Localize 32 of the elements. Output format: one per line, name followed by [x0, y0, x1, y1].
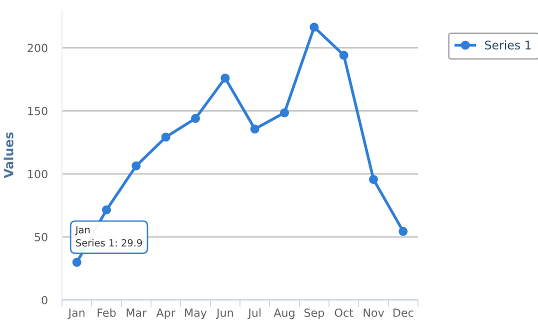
legend-label: Series 1 — [485, 40, 531, 50]
point — [190, 114, 200, 123]
point — [398, 226, 408, 236]
y-tick-label: 50 — [34, 232, 48, 242]
y-tick-label: 150 — [28, 106, 48, 116]
x-tick-label: May — [185, 308, 207, 320]
point — [220, 74, 230, 83]
y-axis-title: Values — [4, 132, 14, 178]
point — [161, 132, 170, 142]
x-tick-label: Nov — [364, 308, 384, 317]
x-tick-label: Dec — [394, 308, 414, 317]
x-tick-label: Oct — [334, 308, 354, 317]
x-tick-label: Jun — [216, 308, 233, 319]
point — [72, 258, 82, 267]
point — [280, 108, 290, 118]
point — [102, 205, 112, 214]
point — [132, 161, 141, 170]
x-tick-label: Jul — [248, 308, 260, 319]
point — [339, 50, 348, 60]
x-tick-label: Aug — [274, 308, 294, 320]
point — [250, 124, 260, 134]
y-tick-label: 200 — [28, 44, 48, 52]
y-tick-label: 100 — [28, 170, 48, 178]
x-tick-label: Apr — [156, 308, 176, 320]
annotation: Jan Series 1: 29.9 — [74, 226, 142, 247]
x-tick-label: Sep — [304, 308, 324, 320]
point — [368, 174, 378, 184]
x-tick-label: Jan — [68, 308, 84, 319]
x-tick-label: Mar — [126, 308, 147, 317]
x-tick-label: Feb — [98, 308, 116, 317]
point — [310, 22, 319, 32]
y-tick-label: 0 — [42, 296, 48, 304]
